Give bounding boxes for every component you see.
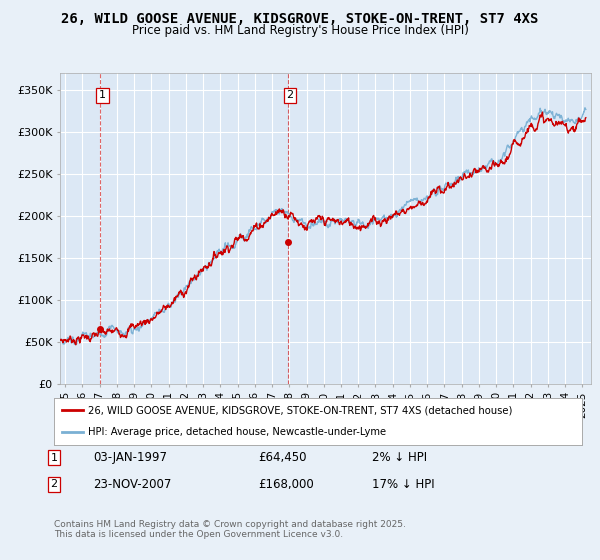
Text: 2: 2 bbox=[287, 91, 293, 100]
Text: £168,000: £168,000 bbox=[258, 478, 314, 491]
Text: 1: 1 bbox=[50, 452, 58, 463]
Text: 2: 2 bbox=[50, 479, 58, 489]
Text: HPI: Average price, detached house, Newcastle-under-Lyme: HPI: Average price, detached house, Newc… bbox=[88, 427, 386, 437]
Text: 17% ↓ HPI: 17% ↓ HPI bbox=[372, 478, 434, 491]
Text: 26, WILD GOOSE AVENUE, KIDSGROVE, STOKE-ON-TRENT, ST7 4XS (detached house): 26, WILD GOOSE AVENUE, KIDSGROVE, STOKE-… bbox=[88, 405, 512, 416]
Text: Contains HM Land Registry data © Crown copyright and database right 2025.
This d: Contains HM Land Registry data © Crown c… bbox=[54, 520, 406, 539]
Text: Price paid vs. HM Land Registry's House Price Index (HPI): Price paid vs. HM Land Registry's House … bbox=[131, 24, 469, 36]
Text: 23-NOV-2007: 23-NOV-2007 bbox=[93, 478, 172, 491]
Text: 1: 1 bbox=[99, 91, 106, 100]
Text: 2% ↓ HPI: 2% ↓ HPI bbox=[372, 451, 427, 464]
Text: 03-JAN-1997: 03-JAN-1997 bbox=[93, 451, 167, 464]
Text: 26, WILD GOOSE AVENUE, KIDSGROVE, STOKE-ON-TRENT, ST7 4XS: 26, WILD GOOSE AVENUE, KIDSGROVE, STOKE-… bbox=[61, 12, 539, 26]
Text: £64,450: £64,450 bbox=[258, 451, 307, 464]
